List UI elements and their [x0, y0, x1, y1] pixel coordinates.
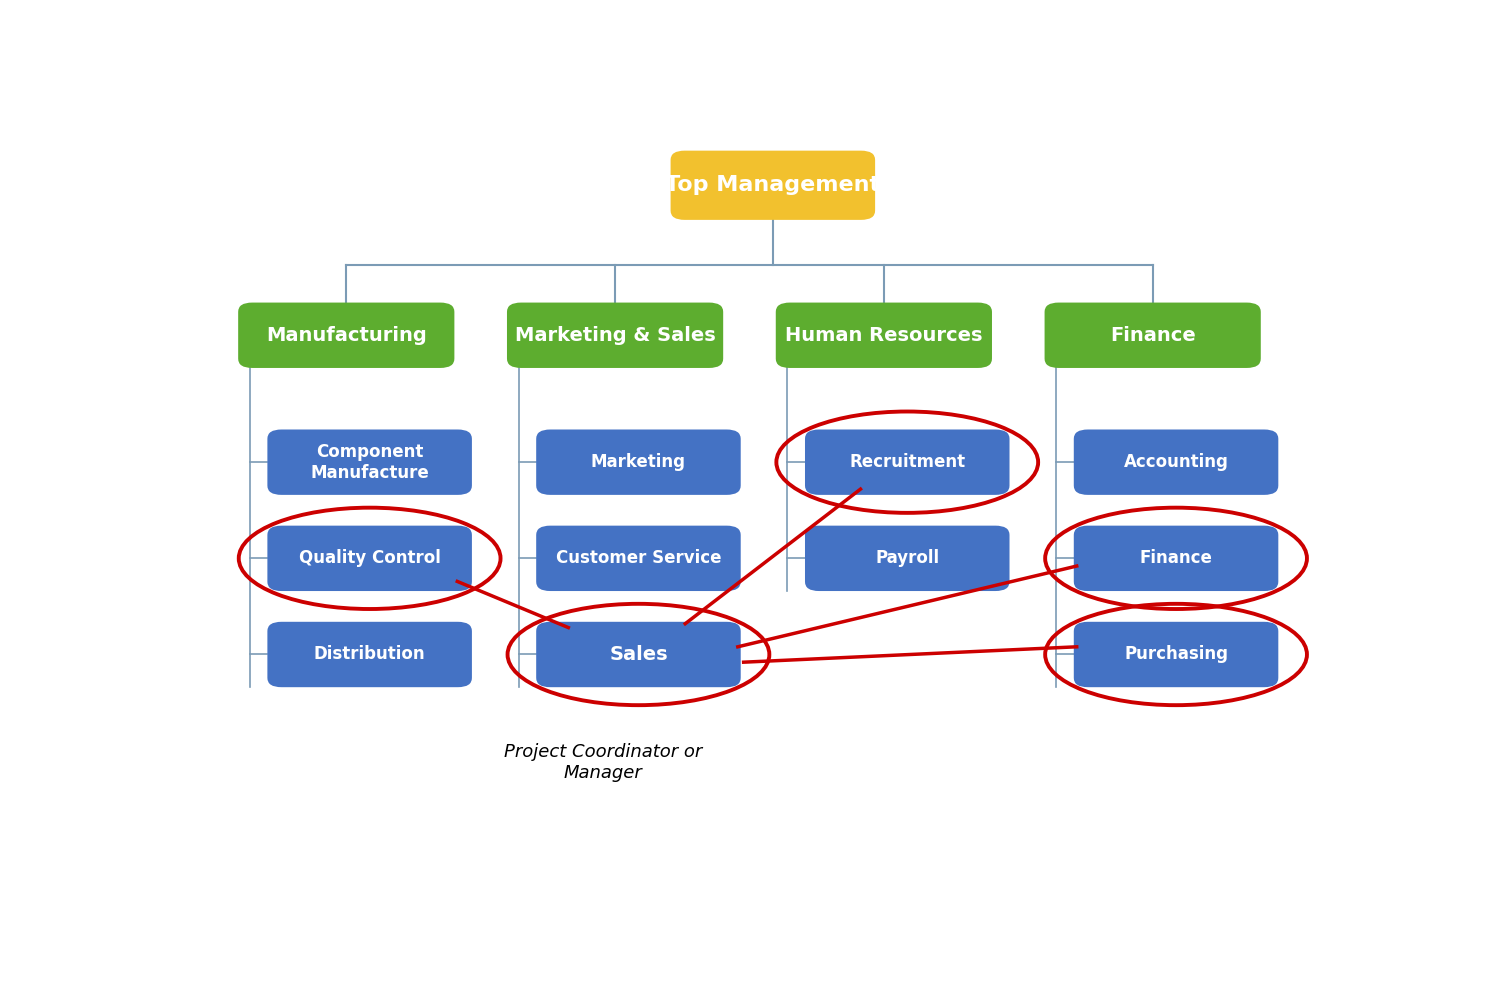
- Text: Component
Manufacture: Component Manufacture: [311, 443, 428, 482]
- Text: Sales: Sales: [609, 645, 668, 664]
- FancyBboxPatch shape: [537, 430, 740, 495]
- Text: Project Coordinator or
Manager: Project Coordinator or Manager: [504, 743, 703, 781]
- Text: Marketing & Sales: Marketing & Sales: [514, 326, 715, 345]
- Text: Manufacturing: Manufacturing: [265, 326, 427, 345]
- FancyBboxPatch shape: [537, 621, 740, 687]
- FancyBboxPatch shape: [267, 430, 472, 495]
- Text: Accounting: Accounting: [1123, 454, 1229, 472]
- FancyBboxPatch shape: [267, 621, 472, 687]
- FancyBboxPatch shape: [805, 525, 1009, 591]
- Text: Human Resources: Human Resources: [786, 326, 983, 345]
- Text: Payroll: Payroll: [875, 549, 939, 567]
- FancyBboxPatch shape: [1074, 621, 1279, 687]
- Text: Marketing: Marketing: [591, 454, 686, 472]
- Text: Finance: Finance: [1110, 326, 1196, 345]
- FancyBboxPatch shape: [671, 151, 875, 220]
- Text: Recruitment: Recruitment: [849, 454, 965, 472]
- FancyBboxPatch shape: [537, 525, 740, 591]
- FancyBboxPatch shape: [1074, 525, 1279, 591]
- Text: Finance: Finance: [1140, 549, 1212, 567]
- Text: Distribution: Distribution: [314, 645, 425, 663]
- FancyBboxPatch shape: [805, 430, 1009, 495]
- Text: Customer Service: Customer Service: [556, 549, 721, 567]
- FancyBboxPatch shape: [238, 303, 454, 368]
- Text: Purchasing: Purchasing: [1123, 645, 1228, 663]
- Text: Quality Control: Quality Control: [299, 549, 440, 567]
- FancyBboxPatch shape: [775, 303, 992, 368]
- Text: Top Management: Top Management: [665, 175, 881, 195]
- FancyBboxPatch shape: [1045, 303, 1261, 368]
- FancyBboxPatch shape: [507, 303, 724, 368]
- FancyBboxPatch shape: [267, 525, 472, 591]
- FancyBboxPatch shape: [1074, 430, 1279, 495]
